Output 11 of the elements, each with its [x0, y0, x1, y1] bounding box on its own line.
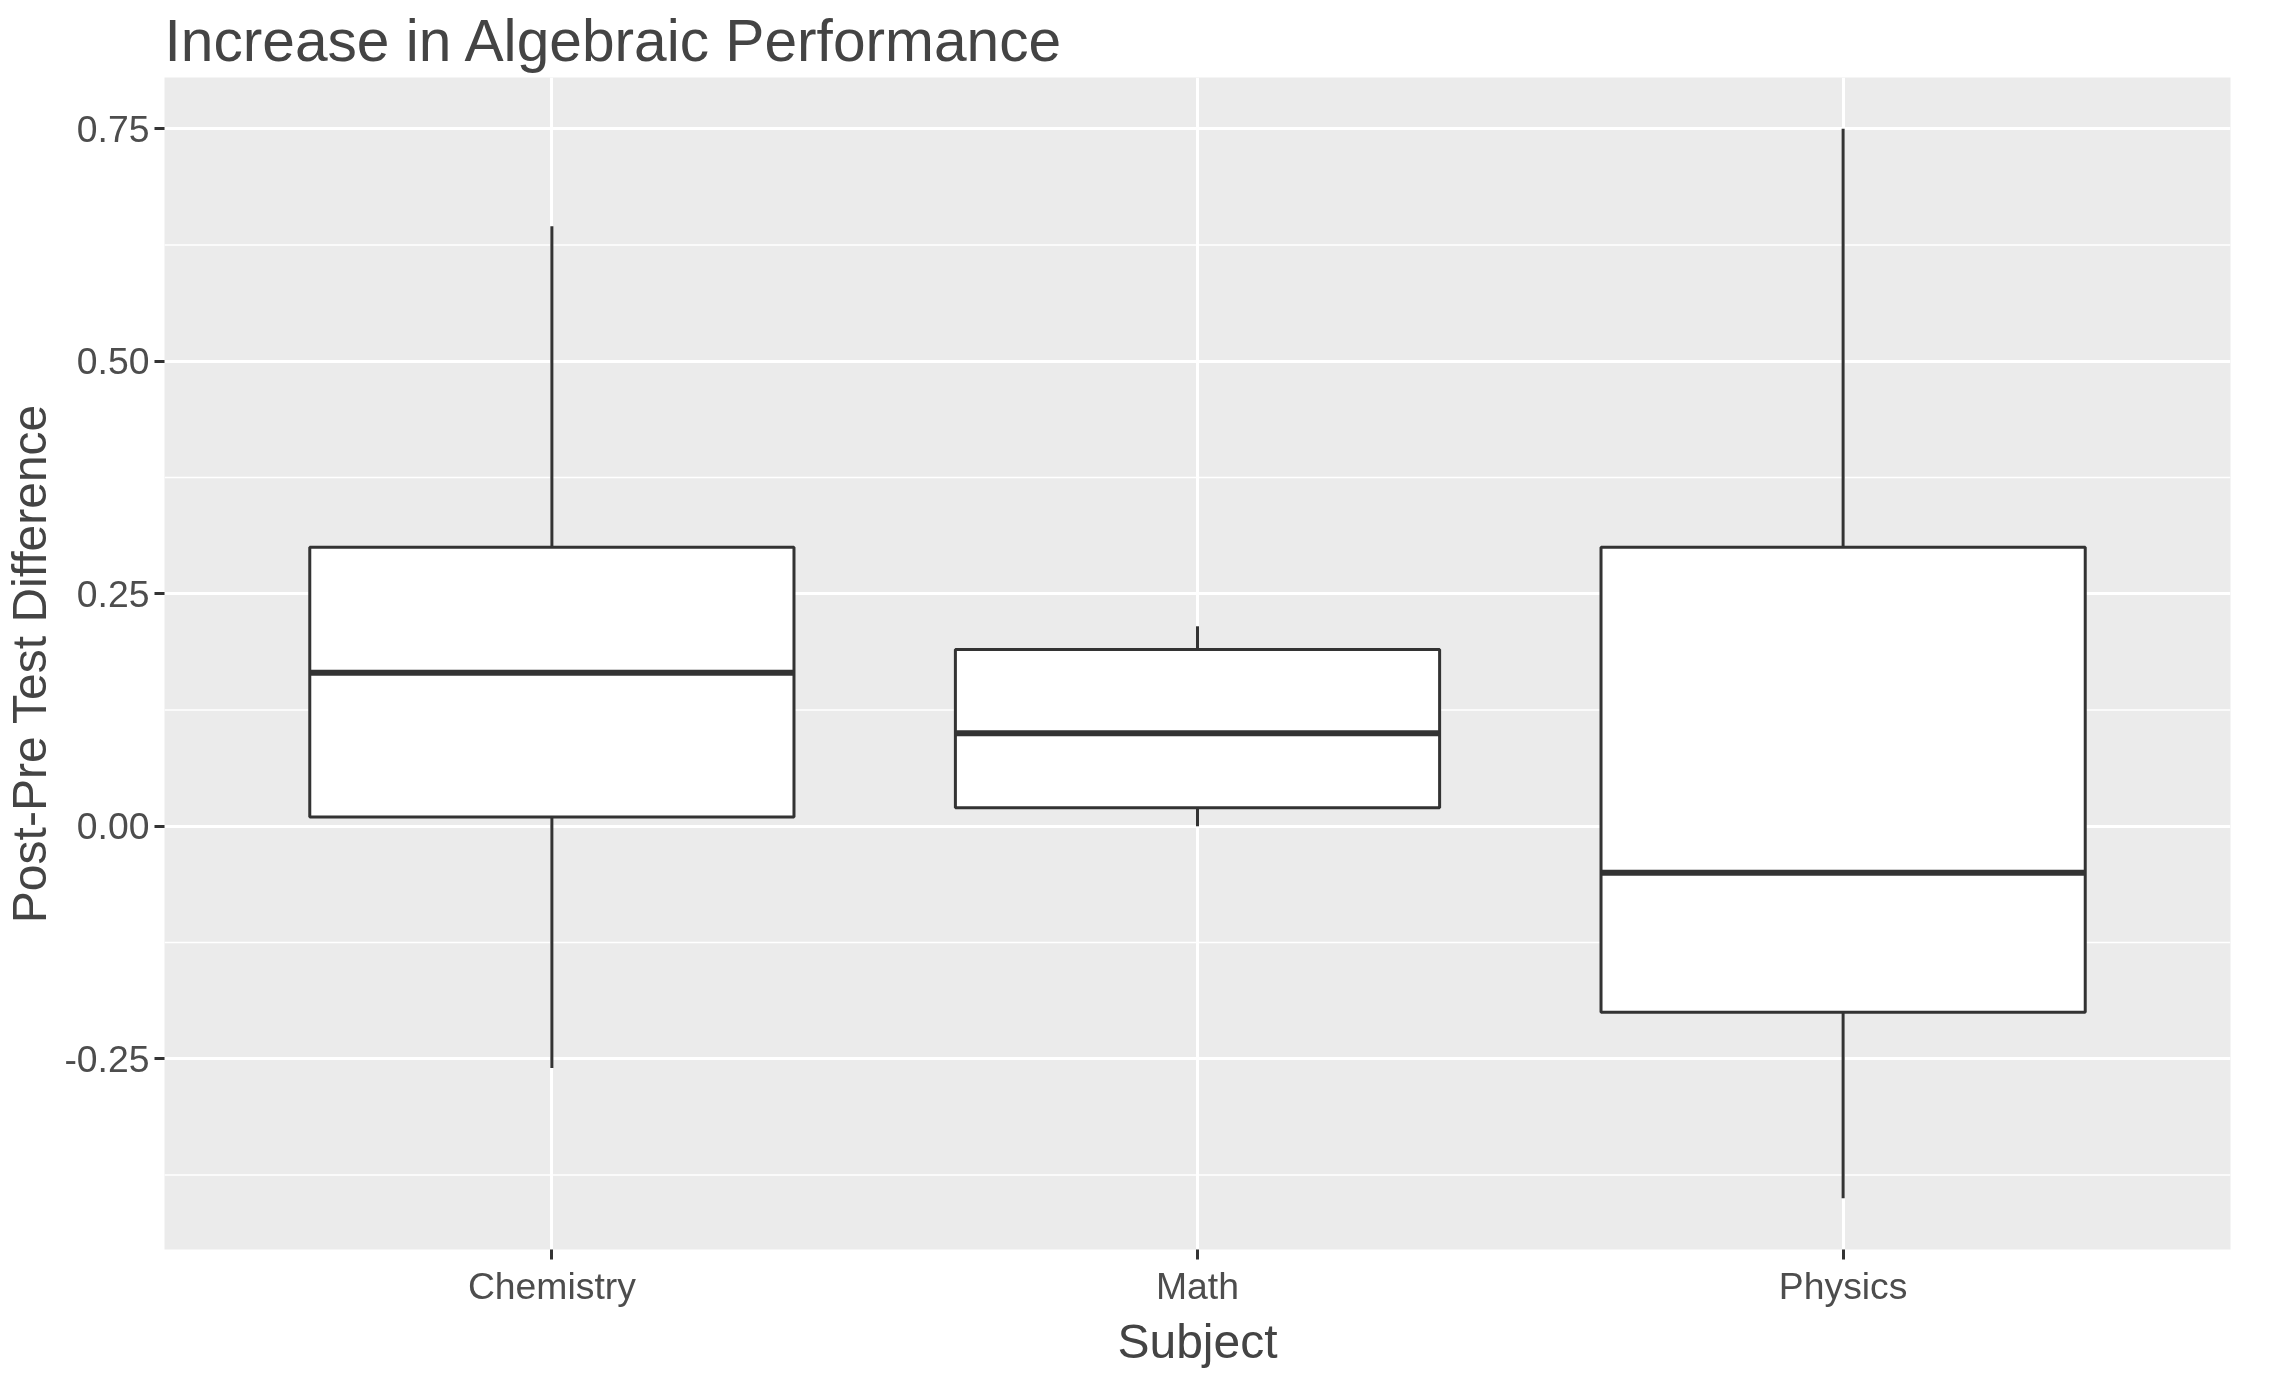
chart-title: Increase in Algebraic Performance: [164, 7, 1062, 73]
y-tick-label: 0.25: [76, 572, 150, 615]
x-tick-label: Physics: [1778, 1264, 1908, 1307]
y-tick-label: 0.00: [76, 805, 150, 848]
y-axis-title: Post-Pre Test Difference: [3, 404, 57, 924]
x-tick-label: Math: [1156, 1264, 1240, 1307]
y-tick-label: 0.50: [76, 340, 150, 383]
x-axis-title: Subject: [1117, 1314, 1278, 1368]
x-tick-label: Chemistry: [467, 1264, 637, 1307]
y-tick-label: -0.25: [64, 1037, 150, 1080]
y-tick-label: 0.75: [76, 107, 150, 150]
